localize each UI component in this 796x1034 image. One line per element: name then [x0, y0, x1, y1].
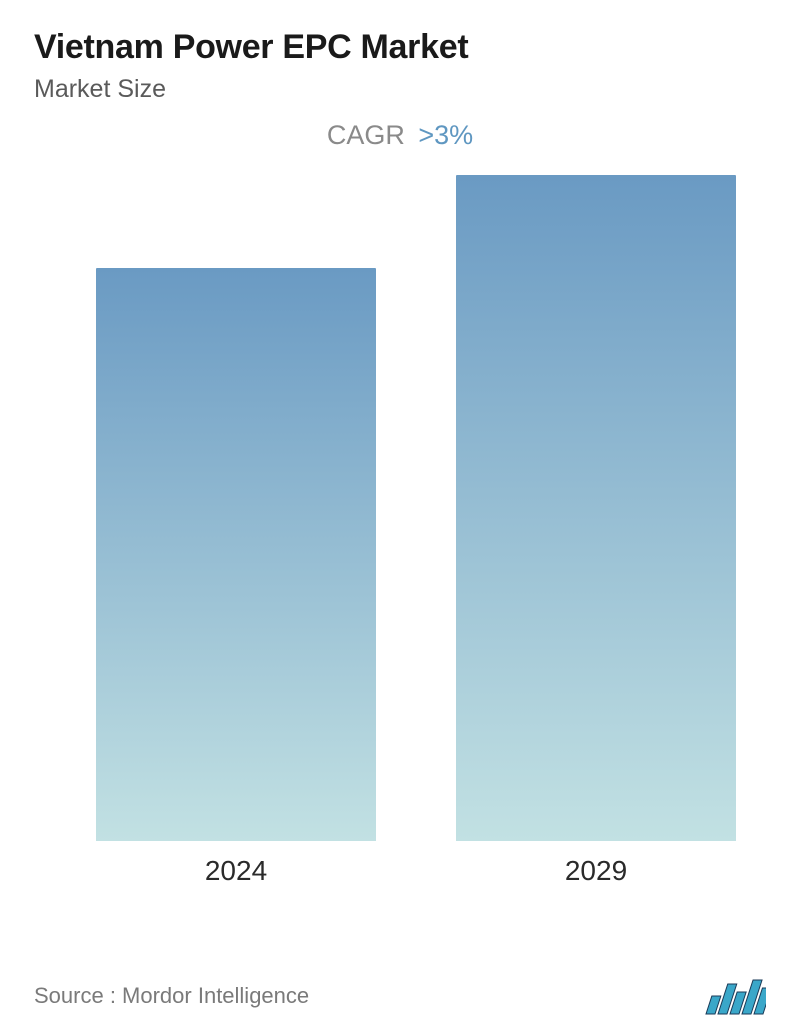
- chart-card: Vietnam Power EPC Market Market Size CAG…: [0, 0, 796, 1034]
- cagr-value: >3%: [418, 120, 473, 150]
- chart-subtitle: Market Size: [34, 75, 766, 104]
- xlabel-2024: 2024: [205, 855, 267, 887]
- cagr-label: CAGR: [327, 120, 405, 150]
- mordor-logo-icon: [704, 976, 766, 1016]
- cagr-row: CAGR >3%: [34, 120, 766, 151]
- bar-2024: [96, 268, 376, 841]
- chart-title: Vietnam Power EPC Market: [34, 28, 766, 67]
- source-text: Source : Mordor Intelligence: [34, 983, 309, 1009]
- bar-2029: [456, 175, 736, 841]
- xlabel-2029: 2029: [565, 855, 627, 887]
- chart-footer: Source : Mordor Intelligence: [34, 976, 766, 1016]
- bar-chart: 2024 2029: [34, 175, 766, 895]
